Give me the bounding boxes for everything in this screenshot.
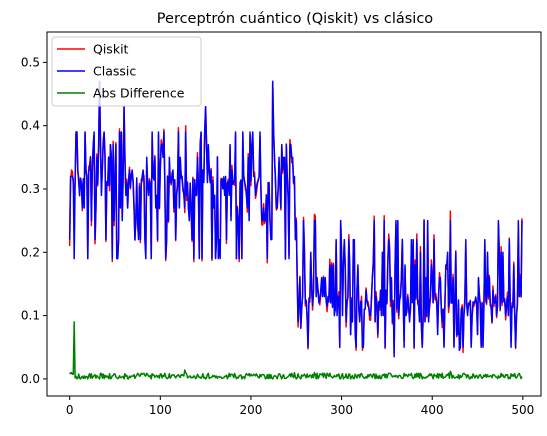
x-tick-label: 300 [330,403,353,417]
x-tick-label: 200 [239,403,262,417]
x-tick-label: 100 [149,403,172,417]
legend-item-abs-difference-label: Abs Difference [93,86,185,101]
legend-item-qiskit-label: Qiskit [93,42,129,57]
y-tick-label: 0.3 [21,182,40,196]
x-tick-label: 400 [421,403,444,417]
legend-item-classic-label: Classic [93,64,136,79]
legend: Qiskit Classic Abs Difference [52,37,201,106]
chart-title: Perceptrón cuántico (Qiskit) vs clásico [157,11,434,27]
y-tick-label: 0.0 [21,372,40,386]
y-tick-label: 0.1 [21,309,40,323]
y-tick-label: 0.4 [21,119,40,133]
x-tick-label: 0 [66,403,74,417]
x-tick-label: 500 [511,403,534,417]
y-tick-label: 0.2 [21,245,40,259]
y-tick-label: 0.5 [21,55,40,69]
